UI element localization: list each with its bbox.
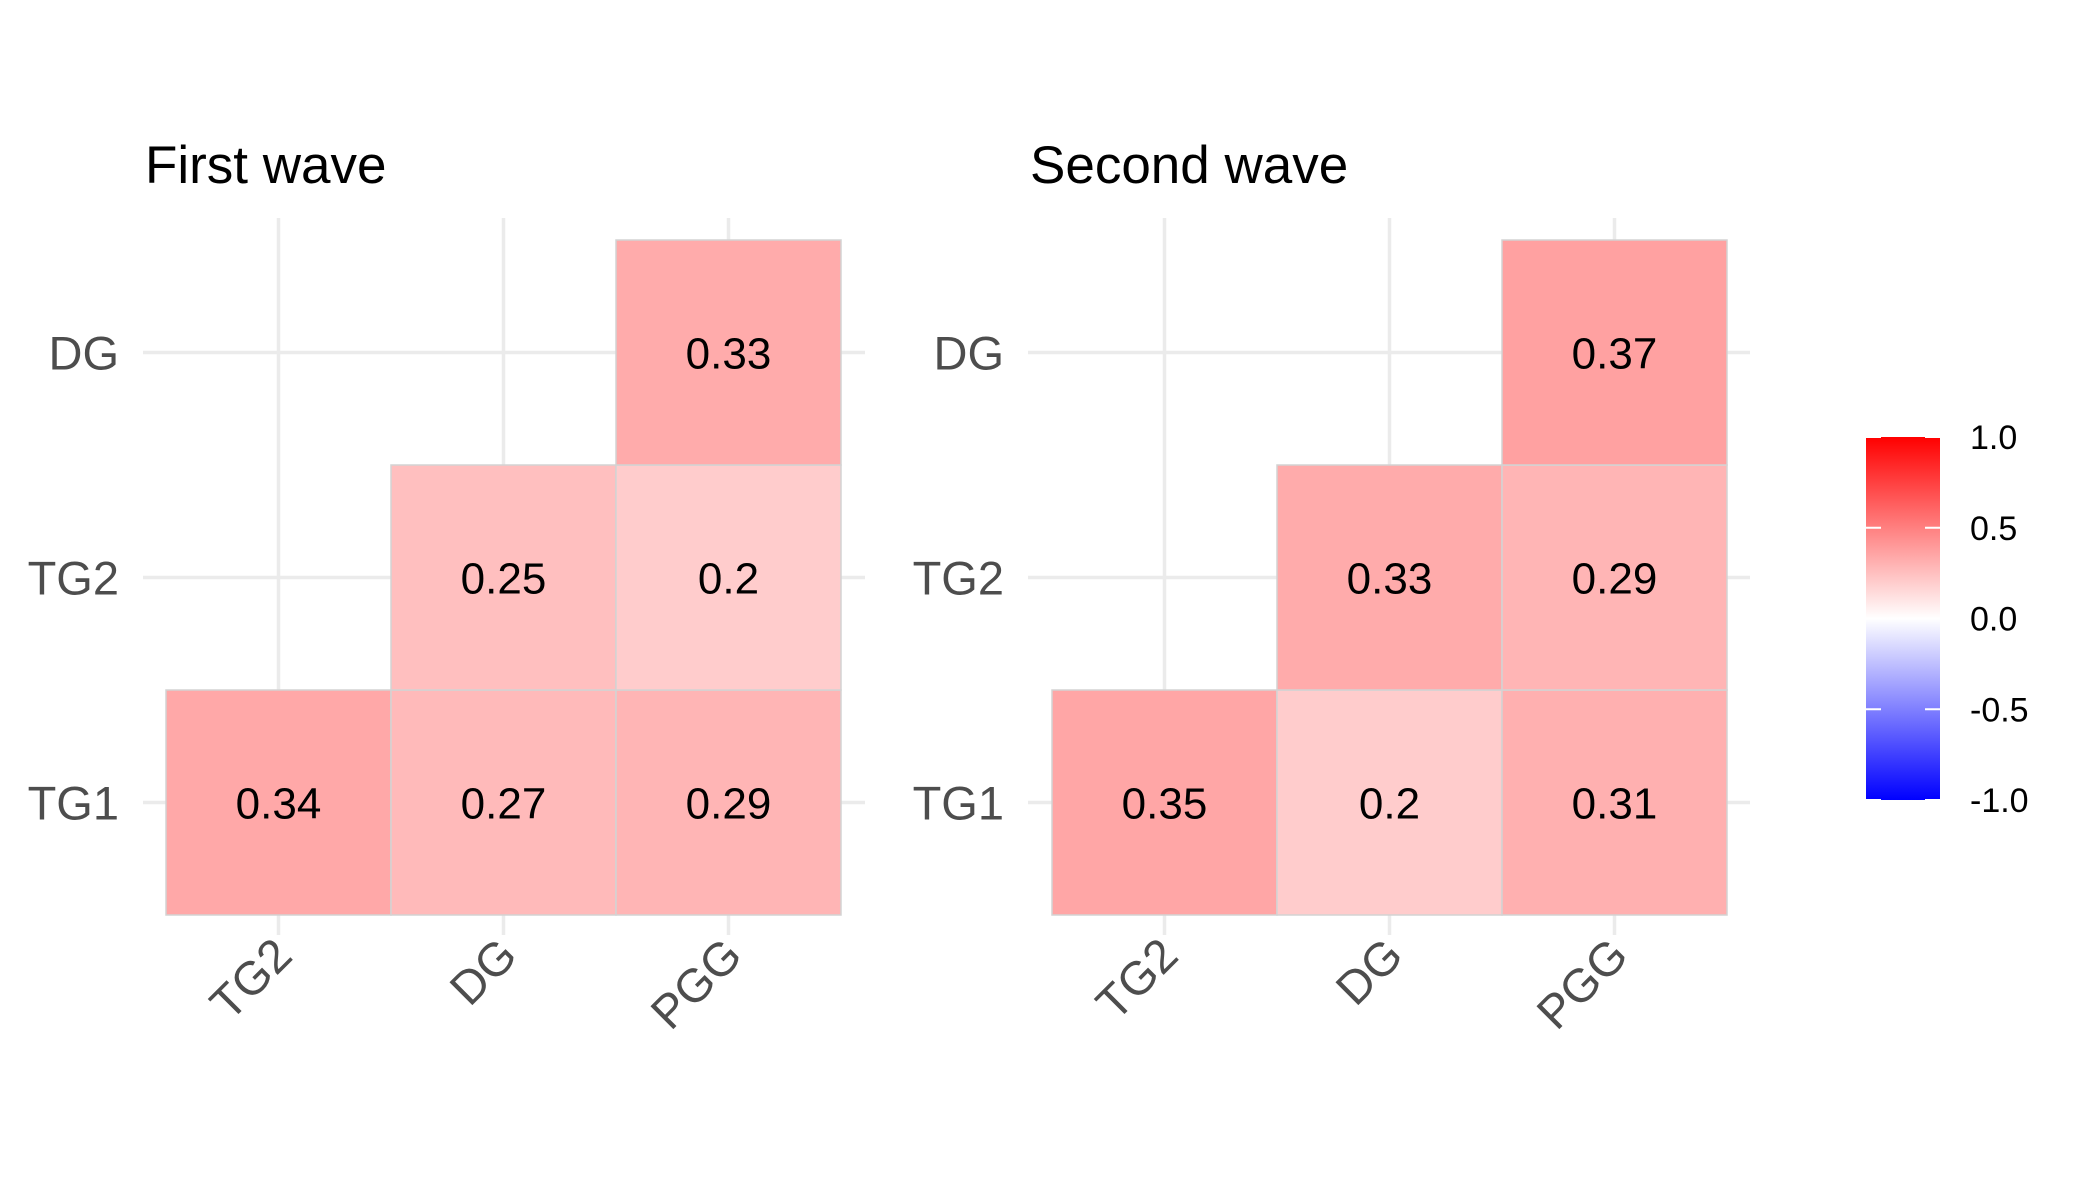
cell-value-label: 0.33	[686, 330, 772, 379]
heatmap-cell-tg2-dg	[390, 464, 617, 691]
cell-value-label: 0.33	[1347, 555, 1433, 604]
heatmap-cell-dg-pgg	[1501, 239, 1728, 466]
y-tick-label: TG1	[28, 777, 119, 830]
x-tick-label: DG	[439, 928, 526, 1015]
x-tick-label: PGG	[640, 928, 751, 1039]
x-tick-label: PGG	[1526, 928, 1637, 1039]
panel-second-wave: Second wave 0.35 0.2 0.31 0.33 0.29 0.37 TG1 TG2…	[913, 136, 1750, 1039]
y-tick-label: TG1	[913, 777, 1004, 830]
cell-value-label: 0.2	[698, 555, 759, 604]
cell-value-label: 0.2	[1359, 780, 1420, 829]
cell-value-label: 0.27	[461, 780, 547, 829]
legend-tick-label: -1.0	[1970, 782, 2029, 820]
x-tick-label: TG2	[199, 928, 301, 1030]
y-tick-label: DG	[934, 327, 1005, 380]
heatmap-cell-tg1-tg2	[1051, 689, 1278, 916]
heatmap-cell-tg2-pgg	[1501, 464, 1728, 691]
x-tick-label: DG	[1325, 928, 1412, 1015]
cell-value-label: 0.25	[461, 555, 547, 604]
heatmap-cell-tg1-tg2	[165, 689, 392, 916]
y-tick-label: TG2	[28, 552, 119, 605]
x-tick-label: TG2	[1085, 928, 1187, 1030]
panel-title: Second wave	[1030, 136, 1348, 195]
legend-tick-label: 1.0	[1970, 419, 2017, 457]
panel-title: First wave	[145, 136, 386, 195]
y-tick-label: TG2	[913, 552, 1004, 605]
legend-tick-label: 0.5	[1970, 510, 2017, 548]
heatmap-cell-tg2-dg	[1276, 464, 1503, 691]
cell-value-label: 0.34	[236, 780, 322, 829]
cell-value-label: 0.29	[686, 780, 772, 829]
heatmap-cell-tg1-dg	[1276, 689, 1503, 916]
panel-first-wave: First wave 0.34 0.27 0.29 0.25 0.2 0.33 TG1 TG2 D…	[28, 136, 865, 1039]
heatmap-cell-dg-pgg	[615, 239, 842, 466]
cell-value-label: 0.35	[1122, 780, 1208, 829]
legend-tick-label: 0.0	[1970, 601, 2017, 639]
heatmap-cell-tg2-pgg	[615, 464, 842, 691]
color-legend: 1.0 0.5 0.0 -0.5 -1.0	[1866, 419, 2029, 820]
cell-value-label: 0.37	[1572, 330, 1658, 379]
y-tick-label: DG	[49, 327, 120, 380]
cell-value-label: 0.29	[1572, 555, 1658, 604]
legend-tick-label: -0.5	[1970, 691, 2029, 729]
heatmap-cell-tg1-pgg	[615, 689, 842, 916]
cell-value-label: 0.31	[1572, 780, 1658, 829]
